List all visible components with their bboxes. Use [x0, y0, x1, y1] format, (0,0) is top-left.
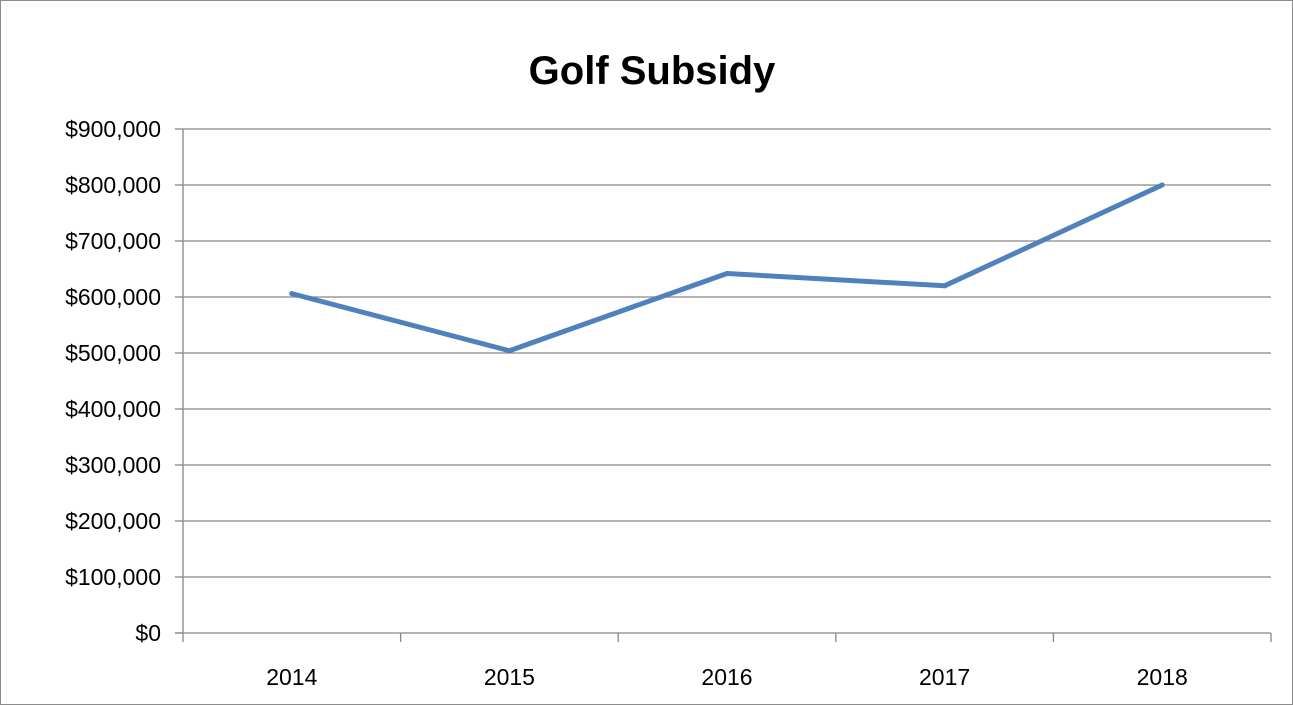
y-tick-label: $300,000 [65, 452, 161, 478]
data-point [724, 270, 730, 276]
x-tick-label: 2018 [1137, 664, 1188, 690]
x-tick-label: 2017 [919, 664, 970, 690]
data-point [289, 291, 295, 297]
y-tick-label: $900,000 [65, 116, 161, 142]
series-line [289, 182, 1165, 354]
axes [175, 128, 1272, 642]
y-axis-tick-labels: $0 $100,000 $200,000 $300,000 $400,000 $500,0… [65, 116, 161, 646]
x-tick-label: 2016 [701, 664, 752, 690]
gridlines [183, 128, 1271, 578]
y-tick-label: $800,000 [65, 172, 161, 198]
y-tick-label: $600,000 [65, 284, 161, 310]
data-point [942, 283, 948, 289]
y-tick-label: $400,000 [65, 396, 161, 422]
y-tick-label: $500,000 [65, 340, 161, 366]
y-tick-label: $0 [135, 620, 161, 646]
x-tick-label: 2014 [266, 664, 317, 690]
series-layer [289, 182, 1165, 354]
y-tick-label: $200,000 [65, 508, 161, 534]
y-tick-label: $100,000 [65, 564, 161, 590]
data-point [506, 348, 512, 354]
x-axis-tick-labels: 2014 2015 2016 2017 2018 [266, 664, 1188, 690]
y-tick-label: $700,000 [65, 228, 161, 254]
data-point [1159, 182, 1165, 188]
x-tick-label: 2015 [484, 664, 535, 690]
chart-title: Golf Subsidy [529, 49, 776, 93]
